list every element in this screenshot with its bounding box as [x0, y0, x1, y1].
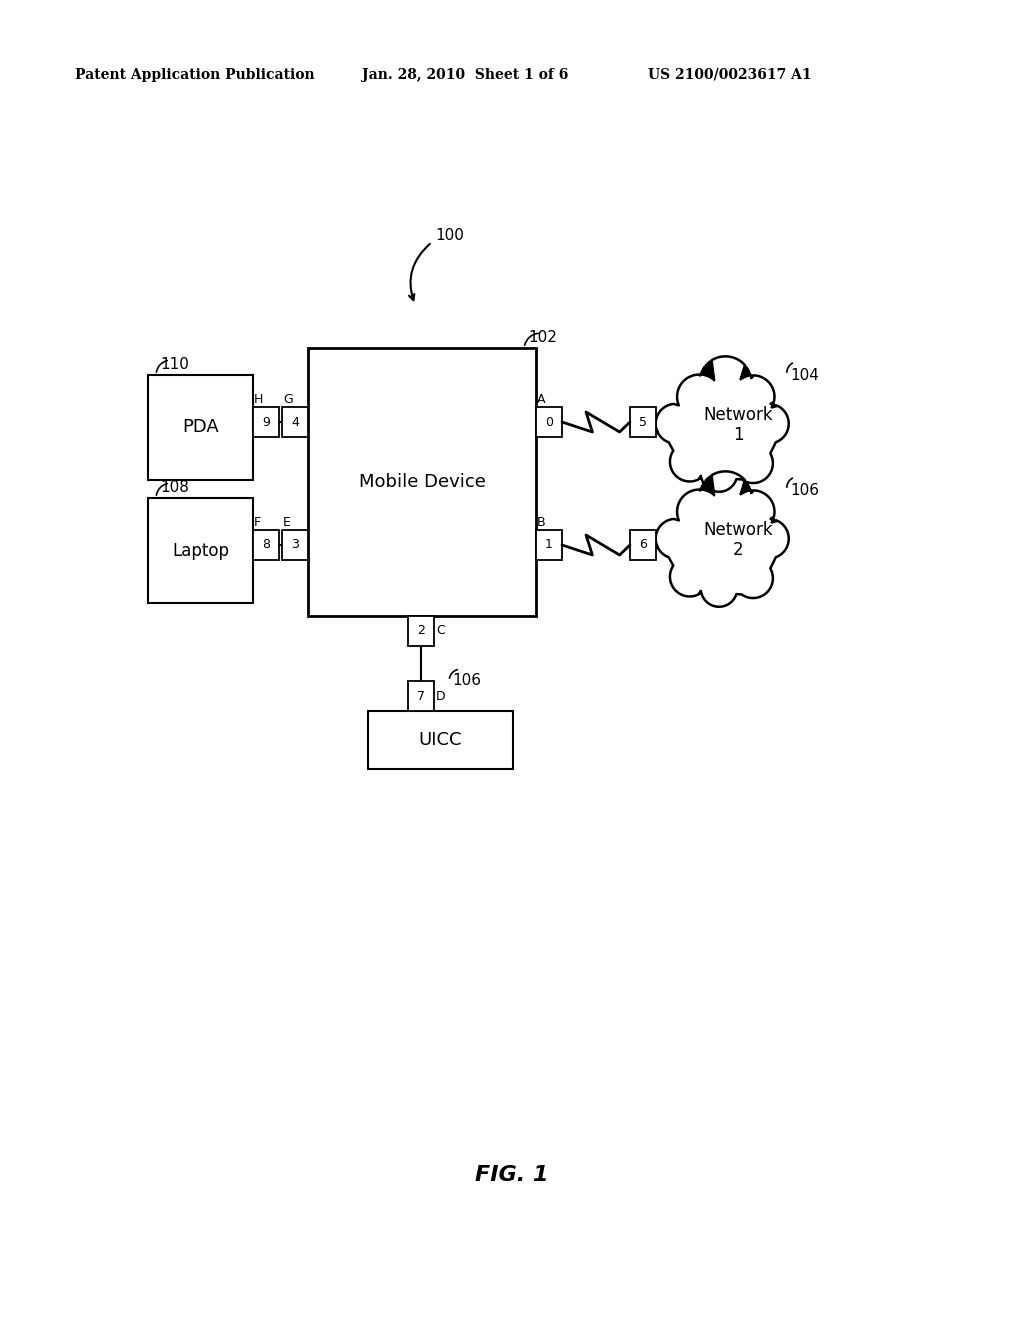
Text: Mobile Device: Mobile Device [358, 473, 485, 491]
Text: 9: 9 [262, 416, 270, 429]
Bar [148, 375, 253, 480]
Bar [630, 531, 656, 560]
Text: Patent Application Publication: Patent Application Publication [75, 69, 314, 82]
Text: 7: 7 [417, 689, 425, 702]
Text: UICC: UICC [419, 731, 462, 748]
Text: Jan. 28, 2010  Sheet 1 of 6: Jan. 28, 2010 Sheet 1 of 6 [362, 69, 568, 82]
Bar [282, 531, 308, 560]
Bar [253, 407, 279, 437]
Text: 3: 3 [291, 539, 299, 552]
Polygon shape [655, 356, 788, 492]
Text: B: B [537, 516, 546, 529]
Text: D: D [436, 689, 445, 702]
Bar [308, 348, 536, 616]
Text: PDA: PDA [182, 418, 219, 437]
Bar [630, 407, 656, 437]
Text: Network
2: Network 2 [703, 520, 773, 560]
Bar [536, 531, 562, 560]
Text: Network
1: Network 1 [703, 405, 773, 445]
Text: 100: 100 [435, 228, 464, 243]
Text: 2: 2 [417, 624, 425, 638]
Bar [368, 711, 513, 770]
Text: 106: 106 [790, 483, 819, 498]
Text: 4: 4 [291, 416, 299, 429]
Text: FIG. 1: FIG. 1 [475, 1166, 549, 1185]
Text: 106: 106 [452, 673, 481, 688]
Text: 8: 8 [262, 539, 270, 552]
Text: 110: 110 [160, 356, 188, 372]
Text: A: A [537, 393, 546, 407]
Text: 1: 1 [545, 539, 553, 552]
Bar [253, 531, 279, 560]
Bar [408, 681, 434, 711]
Text: 102: 102 [528, 330, 557, 345]
Text: E: E [283, 516, 291, 529]
Bar [408, 616, 434, 645]
Text: 108: 108 [160, 480, 188, 495]
Text: US 2100/0023617 A1: US 2100/0023617 A1 [648, 69, 812, 82]
Bar [282, 407, 308, 437]
Text: 104: 104 [790, 368, 819, 383]
Polygon shape [655, 471, 788, 607]
Bar [148, 498, 253, 603]
Text: 0: 0 [545, 416, 553, 429]
Text: F: F [254, 516, 261, 529]
Text: 6: 6 [639, 539, 647, 552]
Text: H: H [254, 393, 263, 407]
Text: 5: 5 [639, 416, 647, 429]
Text: G: G [283, 393, 293, 407]
Text: Laptop: Laptop [172, 541, 229, 560]
Text: C: C [436, 624, 444, 638]
Bar [536, 407, 562, 437]
